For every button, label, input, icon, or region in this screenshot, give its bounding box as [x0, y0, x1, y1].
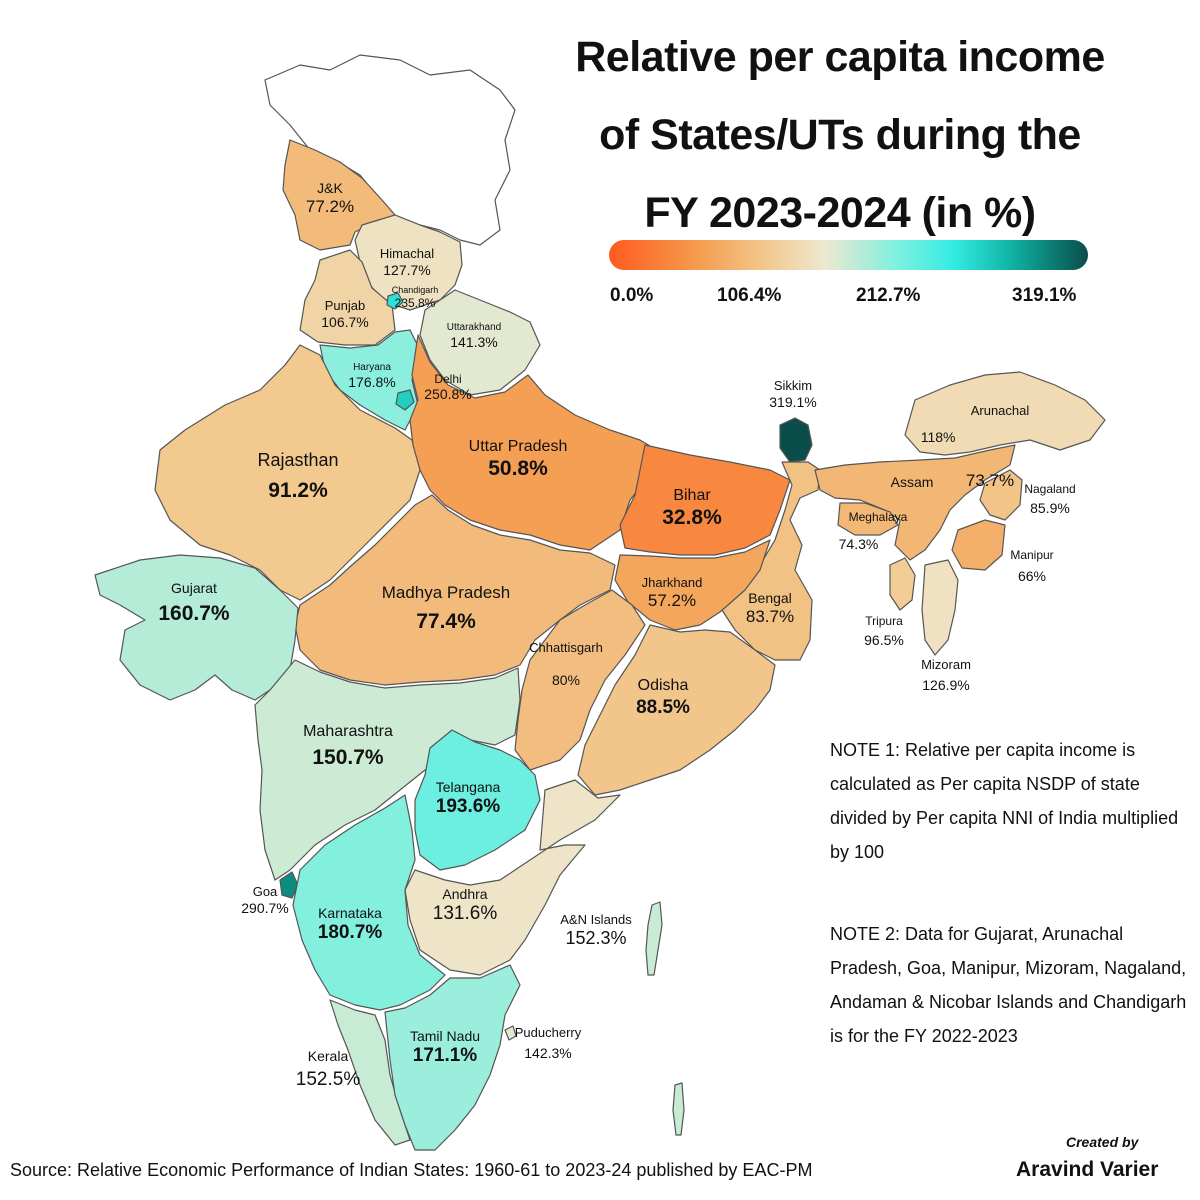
- label-jk: J&K 77.2%: [305, 180, 355, 216]
- region-bihar: [619, 444, 791, 556]
- source-text: Source: Relative Economic Performance of…: [10, 1160, 813, 1180]
- legend-tick-0: 0.0%: [610, 285, 654, 306]
- region-assam: [814, 444, 1016, 561]
- region-odisha: [577, 624, 776, 796]
- title-line-1: Relative per capita income: [575, 33, 1105, 81]
- label-puducherry: Puducherry 142.3%: [514, 1025, 582, 1061]
- label-meghalaya: Meghalaya 74.3%: [838, 510, 908, 552]
- note-2: NOTE 2: Data for Gujarat, Arunachal Prad…: [830, 924, 1187, 1046]
- label-maharashtra: Maharashtra 150.7%: [303, 723, 393, 770]
- region-kerala: [329, 999, 411, 1146]
- label-mizoram: Mizoram 126.9%: [921, 657, 971, 693]
- label-goa: Goa 290.7%: [241, 884, 289, 916]
- region-delhi: [395, 389, 415, 411]
- region-sikkim: [779, 417, 813, 463]
- region-puducherry: [504, 1025, 517, 1041]
- label-himachal: Himachal 127.7%: [379, 246, 435, 278]
- region-uttar-pradesh: [409, 334, 666, 551]
- region-uttarakhand: [419, 289, 541, 396]
- legend-tick-3: 319.1%: [1012, 285, 1077, 306]
- region-goa: [279, 871, 299, 899]
- region-tripura: [889, 557, 916, 611]
- map-title: Relative per capita income of States/UTs…: [520, 18, 1160, 252]
- label-chandigarh: Chandigarh 235.8%: [391, 285, 439, 310]
- label-tripura: Tripura 96.5%: [864, 614, 904, 649]
- label-karnataka: Karnataka 180.7%: [317, 905, 383, 943]
- label-odisha: Odisha 88.5%: [636, 677, 690, 719]
- region-madhya-pradesh: [294, 494, 616, 686]
- legend-tick-1: 106.4%: [717, 285, 782, 306]
- label-sikkim: Sikkim 319.1%: [769, 378, 817, 410]
- region-gujarat: [94, 554, 299, 701]
- label-tamil-nadu: Tamil Nadu 171.1%: [409, 1028, 481, 1066]
- region-manipur: [951, 519, 1006, 571]
- region-rajasthan: [154, 344, 421, 601]
- label-arunachal: Arunachal 118%: [920, 403, 1030, 445]
- label-bihar: Bihar 32.8%: [662, 487, 722, 530]
- label-gujarat: Gujarat 160.7%: [158, 580, 230, 625]
- credit-author: Aravind Varier: [1016, 1158, 1159, 1181]
- region-an-islands: [645, 901, 663, 976]
- credit-created-by: Created by: [1066, 1134, 1139, 1150]
- label-rajasthan: Rajasthan 91.2%: [257, 450, 339, 502]
- label-telangana: Telangana 193.6%: [435, 779, 501, 817]
- label-bengal: Bengal 83.7%: [745, 590, 795, 626]
- label-assam-value: 73.7%: [965, 471, 1015, 490]
- region-andhra: [404, 779, 621, 976]
- label-an-islands: A&N Islands 152.3%: [560, 912, 632, 948]
- label-chhattisgarh: Chhattisgarh 80%: [529, 640, 603, 688]
- legend-tick-2: 212.7%: [856, 285, 921, 306]
- label-haryana: Haryana 176.8%: [348, 362, 396, 390]
- title-line-2: of States/UTs during the: [599, 111, 1081, 159]
- region-jharkhand: [614, 539, 771, 631]
- label-andhra: Andhra 131.6%: [432, 886, 498, 924]
- label-uttar-pradesh: Uttar Pradesh 50.8%: [468, 438, 568, 481]
- legend-color-bar: [609, 240, 1088, 270]
- label-uttarakhand: Uttarakhand 141.3%: [446, 322, 502, 350]
- title-line-3: FY 2023-2024 (in %): [644, 189, 1036, 237]
- region-karnataka: [292, 794, 446, 1011]
- label-jharkhand: Jharkhand 57.2%: [641, 575, 703, 610]
- region-chandigarh: [386, 292, 404, 310]
- label-punjab: Punjab 106.7%: [321, 298, 369, 330]
- region-mizoram: [921, 559, 959, 656]
- label-delhi: Delhi 250.8%: [424, 372, 472, 403]
- region-chhattisgarh: [514, 589, 646, 771]
- region-arunachal: [904, 371, 1106, 456]
- label-madhya-pradesh: Madhya Pradesh 77.4%: [381, 583, 511, 634]
- region-an-islands-south: [672, 1082, 685, 1136]
- region-meghalaya: [837, 502, 899, 536]
- region-jk: [282, 139, 396, 251]
- region-telangana: [414, 729, 541, 871]
- region-nagaland: [979, 469, 1023, 521]
- label-assam: Assam: [890, 474, 934, 490]
- region-bengal: [721, 461, 821, 661]
- region-tamil-nadu: [384, 964, 521, 1151]
- label-nagaland: Nagaland 85.9%: [1024, 482, 1076, 517]
- label-kerala: Kerala 152.5%: [295, 1048, 361, 1090]
- label-manipur: Manipur 66%: [1010, 548, 1054, 585]
- note-1: NOTE 1: Relative per capita income is ca…: [830, 740, 1179, 862]
